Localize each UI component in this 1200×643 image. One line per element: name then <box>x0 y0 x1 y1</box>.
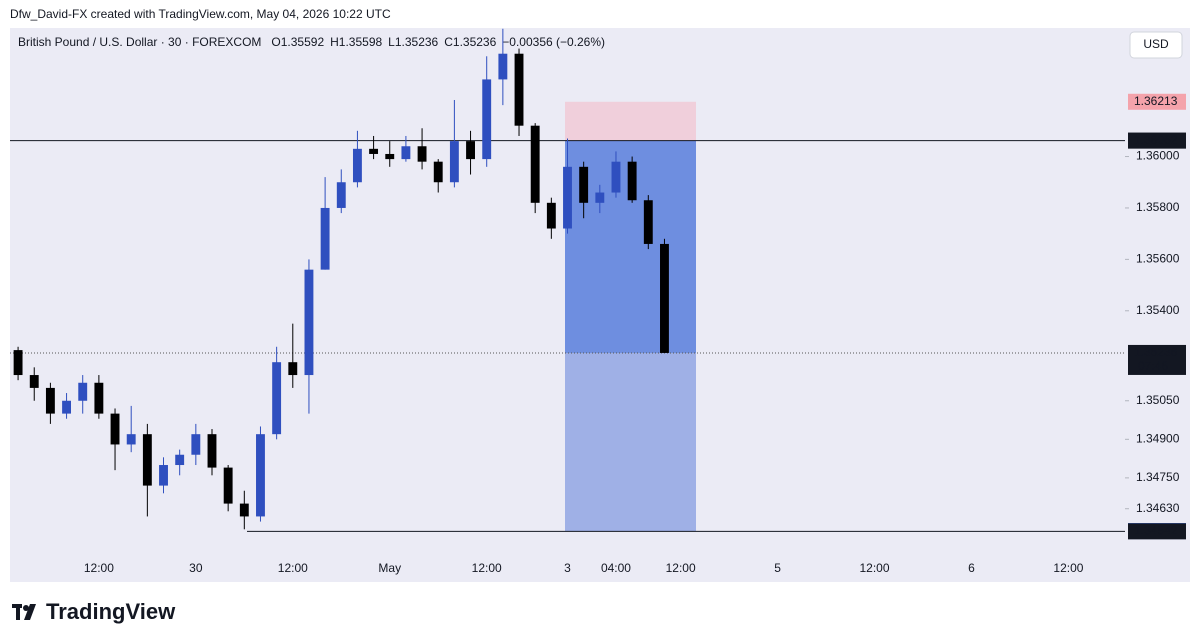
currency: USD <box>1143 37 1169 51</box>
x-tick-label: 5 <box>774 561 781 575</box>
y-tick-label: 1.34630 <box>1136 501 1180 515</box>
countdown: 07:46 <box>1138 359 1168 373</box>
ohlc-value: O1.35592 <box>271 35 324 49</box>
candle-body <box>45 387 55 414</box>
candle-body <box>126 434 136 445</box>
x-tick-label: 6 <box>968 561 975 575</box>
candle-body <box>369 148 379 154</box>
candle-body <box>352 148 362 183</box>
price-label: 1.36213 <box>1134 94 1178 108</box>
y-tick-label: 1.34750 <box>1136 470 1180 484</box>
x-tick-label: 04:00 <box>601 561 631 575</box>
candle-body <box>288 362 298 376</box>
x-tick-label: May <box>378 561 401 575</box>
candle-body <box>142 434 152 486</box>
candle-body <box>385 153 395 160</box>
y-tick-label: 1.35600 <box>1136 252 1180 266</box>
header: Dfw_David-FX created with TradingView.co… <box>10 7 391 21</box>
ohlc-value: H1.35598 <box>330 35 382 49</box>
candle-body <box>320 207 330 270</box>
candle-body <box>498 53 508 80</box>
candle-body <box>207 434 217 468</box>
x-tick-label: 12:00 <box>278 561 308 575</box>
candle-body <box>563 166 572 229</box>
candle-body <box>401 146 411 160</box>
x-tick-label: 12:00 <box>860 561 890 575</box>
x-tick-label: 30 <box>189 561 203 575</box>
candle-body <box>595 192 605 203</box>
candle-body <box>13 350 23 376</box>
candle-body <box>627 161 637 201</box>
price-label: 1.36062 <box>1134 133 1178 147</box>
y-tick-label: 1.35050 <box>1136 393 1180 407</box>
y-tick-label: 1.36000 <box>1136 149 1180 163</box>
price-label-bg <box>1128 344 1186 375</box>
candle-body <box>449 141 459 183</box>
logo-icon <box>12 604 36 620</box>
x-tick-label: 12:00 <box>472 561 502 575</box>
candle-body <box>643 200 653 244</box>
x-tick-label: 12:00 <box>1053 561 1083 575</box>
x-tick-label: 12:00 <box>666 561 696 575</box>
price-label-bg <box>1128 523 1186 540</box>
candle-body <box>514 53 524 126</box>
candle-body <box>433 161 443 183</box>
candle-body <box>110 413 120 445</box>
candle-body <box>530 125 540 203</box>
x-tick-label: 3 <box>564 561 571 575</box>
price-label: 1.34542 <box>1134 524 1178 538</box>
candle-body <box>466 141 475 160</box>
candle-body <box>660 243 669 353</box>
price-label-bg <box>1128 93 1186 110</box>
candle-body <box>175 454 185 466</box>
candle-body <box>159 465 168 486</box>
candle-body <box>336 182 346 208</box>
candle-body <box>304 269 314 376</box>
symbol: British Pound / U.S. Dollar · 30 · FOREX… <box>18 35 261 49</box>
currency-button[interactable] <box>1129 31 1183 59</box>
candle-body <box>29 375 39 388</box>
candle-body <box>256 434 265 517</box>
candle-body <box>223 467 233 504</box>
y-tick-label: 1.34900 <box>1136 431 1180 445</box>
candle-body <box>191 434 201 455</box>
candle-body <box>579 166 589 203</box>
candle-body <box>94 382 104 414</box>
logo: TradingView <box>46 599 176 624</box>
candle-body <box>78 382 88 401</box>
candle-body <box>417 146 427 162</box>
candle-body <box>62 400 72 414</box>
ohlc-value: C1.35236 <box>444 35 496 49</box>
y-tick-label: 1.35800 <box>1136 200 1180 214</box>
candle-body <box>272 362 282 435</box>
candle-body <box>239 503 249 517</box>
price-label: 1.35236 <box>1134 345 1178 359</box>
ohlc-value: L1.35236 <box>388 35 438 49</box>
ohlc-value: −0.00356 (−0.26%) <box>502 35 605 49</box>
x-tick-label: 12:00 <box>84 561 114 575</box>
legend: British Pound / U.S. Dollar · 30 · FOREX… <box>18 35 605 49</box>
candle-body <box>546 202 556 229</box>
stop-zone <box>565 101 696 141</box>
candle-body <box>482 79 492 160</box>
y-tick-label: 1.35400 <box>1136 303 1180 317</box>
price-label-bg <box>1128 132 1186 149</box>
candle-body <box>611 161 621 193</box>
